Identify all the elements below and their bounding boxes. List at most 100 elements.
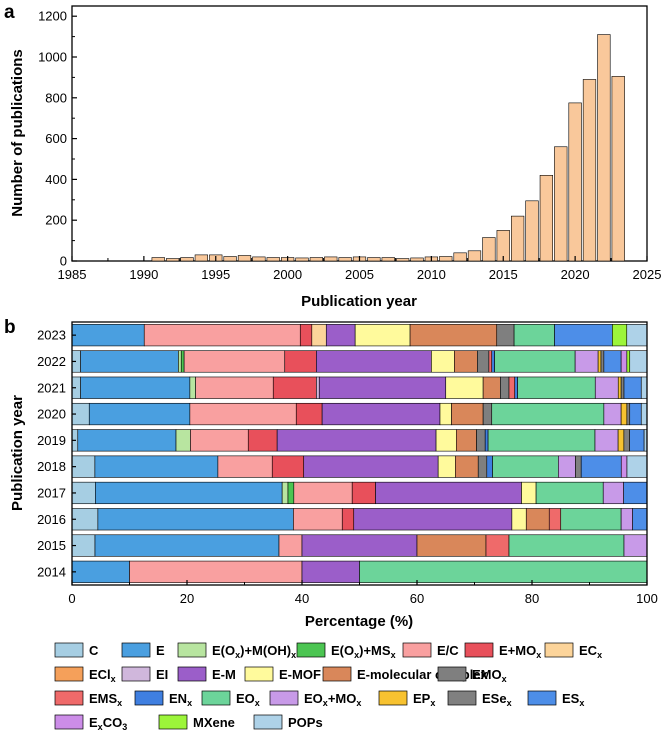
legend-label: EClx [89,667,116,684]
bar-2001 [295,257,309,262]
legend-label: EMOx [472,667,507,684]
bar-1991 [151,257,165,262]
segment-2018 [620,455,628,478]
segment-2017 [95,481,283,505]
segment-2016 [341,508,355,531]
legend-label: ESx [562,691,584,708]
segment-2021 [482,376,501,399]
y-tick-label: 2020 [37,407,66,422]
y-tick-label: 2016 [37,512,66,527]
segment-2014 [129,560,303,583]
legend-swatch [177,642,207,658]
legend-swatch [134,690,164,706]
segment-2023 [311,324,327,347]
segment-2022 [316,350,432,373]
legend-label: ESex [482,691,512,708]
x-tick-label: 2000 [273,267,302,282]
bar-1997 [237,255,252,262]
x-tick-label: 20 [180,591,194,606]
legend-label: EPx [413,691,435,708]
segment-2019 [190,429,249,452]
legend-label: E-M [212,667,236,682]
segment-2023 [71,324,145,347]
y-tick-label: 2019 [37,433,66,448]
bar-2006 [367,257,381,262]
segment-2014 [359,560,648,583]
segment-2020 [620,402,628,426]
segment-2021 [445,376,484,399]
y-tick-label: 2022 [37,354,66,369]
bar-1999 [266,257,280,262]
segment-2021 [195,376,274,399]
legend-label: E [156,643,165,658]
segment-2015 [416,534,487,557]
segment-2022 [626,350,631,373]
segment-2021 [316,376,320,399]
legend-label: ExCO3 [89,715,127,732]
segment-2016 [632,508,648,531]
y-tick-label: 800 [45,90,67,105]
segment-2023 [513,324,555,347]
segment-2016 [511,508,527,531]
legend-label: ENx [169,691,192,708]
bar-2009 [410,257,424,262]
segment-2022 [600,350,605,373]
segment-2022 [178,350,182,373]
legend-label: C [89,643,99,658]
segment-2022 [494,350,576,373]
segment-2014 [71,560,130,583]
segment-2017 [602,481,624,505]
bar-1998 [252,256,266,262]
segment-2022 [491,350,495,373]
segment-2017 [293,481,353,505]
segment-2018 [477,455,488,478]
bar-2019 [554,146,568,262]
segment-2020 [295,402,323,426]
bar-2004 [338,257,352,262]
legend-label: POPs [288,715,323,730]
legend-swatch [447,690,477,706]
segment-2020 [640,402,648,426]
y-tick-label: 1200 [38,9,67,24]
segment-2018 [626,455,648,478]
bar-2022 [597,34,611,262]
segment-2019 [487,429,596,452]
x-tick-label: 100 [636,591,658,606]
legend-swatch [527,690,557,706]
segment-2018 [217,455,273,478]
y-tick-label: 2017 [37,485,66,500]
y-tick-label: 2023 [37,328,66,343]
segment-2021 [508,376,516,399]
segment-2023 [325,324,356,347]
segment-2023 [143,324,301,347]
bar-2008 [395,258,410,262]
segment-2020 [88,402,191,426]
legend: C E E(Ox)+M(OH)x E(Ox)+MSx E/C E+MOx ECx EClx EI… [54,642,602,732]
legend-swatch [402,642,432,658]
panel-a-label: a [4,2,15,23]
panel-b-x-axis-title: Percentage (%) [305,613,413,630]
segment-2020 [603,402,622,426]
segment-2017 [623,481,648,505]
segment-2019 [247,429,278,452]
segment-2022 [183,350,286,373]
legend-label: ECx [579,643,602,660]
legend-swatch [121,642,151,658]
legend-label: EI [156,667,168,682]
y-tick-label: 400 [45,172,67,187]
segment-2015 [301,534,418,557]
segment-2022 [488,350,493,373]
bar-2007 [381,257,395,262]
segment-2021 [517,376,596,399]
legend-label: E(Ox)+MSx [331,643,396,660]
bar-2002 [309,257,323,262]
segment-2019 [484,429,489,452]
x-tick-label: 2005 [345,267,374,282]
panel-a-x-axis-title: Publication year [301,293,417,310]
segment-2023 [554,324,613,347]
segment-2018 [486,455,493,478]
segment-2019 [276,429,437,452]
y-tick-label: 2014 [37,564,66,579]
segment-2022 [431,350,455,373]
segment-2019 [617,429,625,452]
